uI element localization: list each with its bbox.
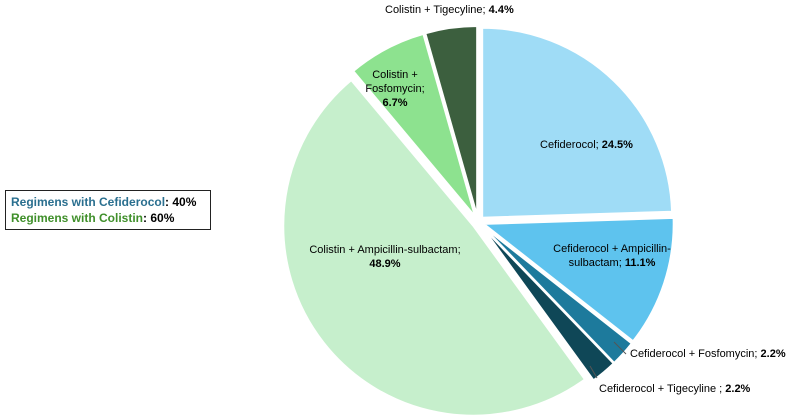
legend-row-cefiderocol: Regimens with Cefiderocol: 40% (11, 194, 205, 210)
legend-sep: : (165, 195, 173, 209)
pie-slice-colistin-ampicillin-sulbactam (282, 78, 587, 417)
pie-slice-colistin-fosfomycin (351, 32, 477, 218)
slice-name: Cefiderocol + Tigecyline ; (599, 383, 723, 395)
slice-value: 4.4% (488, 4, 514, 16)
pie-slice-cefiderocol (481, 26, 674, 219)
data-label-cefiderocol: Cefiderocol; 24.5% (540, 138, 633, 152)
legend-value-colistin: 60% (150, 211, 175, 225)
pie-slices (282, 25, 675, 417)
slice-name-line2: Fosfomycin; (365, 83, 425, 95)
slice-value: 48.9% (369, 258, 401, 270)
legend-sep: : (143, 211, 151, 225)
leader-line-cefiderocol-fosfomycin (613, 341, 627, 355)
legend-value-cefiderocol: 40% (172, 195, 197, 209)
slice-name-line1: Colistin + (372, 69, 418, 81)
slice-value: 2.2% (725, 383, 751, 395)
data-label-colistin-fosfomycin: Colistin + Fosfomycin; 6.7% (357, 68, 433, 110)
slice-value: 11.1% (624, 257, 656, 269)
slice-name: Cefiderocol; (540, 139, 599, 151)
pie-slice-colistin-tigecyline (424, 25, 479, 217)
leader-line-cefiderocol-tigecyline (589, 365, 598, 379)
data-label-cefiderocol-fosfomycin: Cefiderocol + Fosfomycin; 2.2% (630, 347, 786, 361)
leader-lines (589, 341, 627, 379)
legend-label-colistin: Regimens with Colistin (11, 211, 144, 225)
slice-name-line2: sulbactam; (568, 257, 622, 269)
slice-value: 2.2% (760, 348, 786, 360)
legend-row-colistin: Regimens with Colistin: 60% (11, 210, 205, 226)
regimen-summary-legend: Regimens with Cefiderocol: 40% Regimens … (5, 190, 211, 230)
slice-name: Colistin + Tigecyline (385, 4, 483, 16)
data-label-cefiderocol-ampicillin: Cefiderocol + Ampicillin- sulbactam; 11.… (538, 242, 686, 270)
data-label-colistin-tigecyline: Colistin + Tigecyline; 4.4% (385, 4, 514, 16)
slice-value: 24.5% (601, 139, 633, 151)
slice-name: Cefiderocol + Fosfomycin; (630, 348, 758, 360)
slice-name: Colistin + Ampicillin-sulbactam; (309, 244, 461, 256)
slice-name-line1: Cefiderocol + Ampicillin- (553, 243, 671, 255)
data-label-colistin-ampicillin: Colistin + Ampicillin-sulbactam; 48.9% (290, 243, 480, 271)
data-label-cefiderocol-tigecyline: Cefiderocol + Tigecyline ; 2.2% (599, 382, 750, 396)
legend-label-cefiderocol: Regimens with Cefiderocol (11, 195, 166, 209)
pie-slice-cefiderocol-ampicillin-sulbactam (480, 216, 675, 343)
slice-value: 6.7% (382, 97, 408, 109)
pie-slice-cefiderocol-tigecyline (481, 225, 616, 382)
